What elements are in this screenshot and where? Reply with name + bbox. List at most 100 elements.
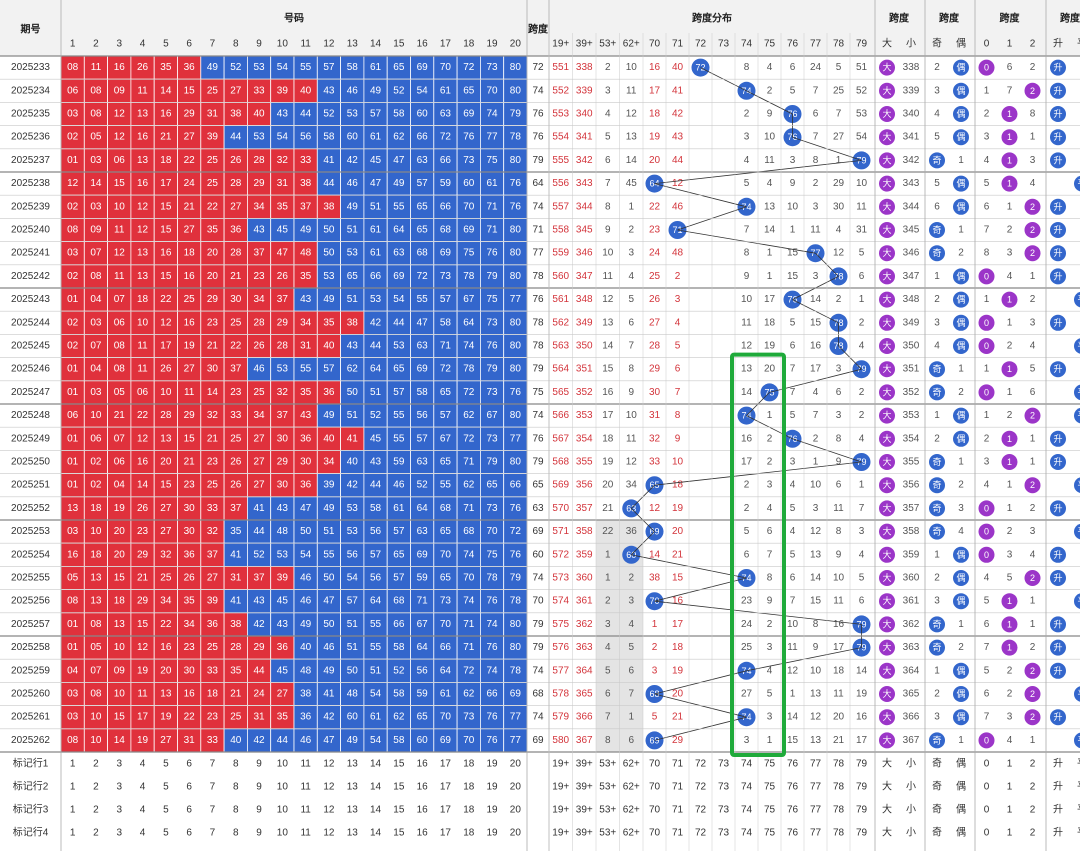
marker-number: 7 <box>210 805 216 816</box>
highlight-cell <box>619 636 643 660</box>
marker-number: 11 <box>300 782 311 793</box>
mod3-column-label: 0 <box>984 39 990 50</box>
number-value: 61 <box>440 689 452 700</box>
miss-value: 25 <box>833 85 845 96</box>
miss-value: 19 <box>764 341 776 352</box>
number-value: 66 <box>417 132 429 143</box>
mod3-ball-value: 1 <box>1007 179 1012 189</box>
big-ball <box>879 82 895 99</box>
miss-value: 6 <box>836 480 842 491</box>
number-value: 46 <box>300 735 312 746</box>
marker-dist: 76 <box>787 805 799 816</box>
miss-value: 4 <box>605 109 611 120</box>
miss-value: 3 <box>859 526 865 537</box>
small-miss: 350 <box>903 341 920 352</box>
miss-value: 19 <box>672 665 684 676</box>
odd-even-miss: 3 <box>934 596 940 607</box>
miss-value: 9 <box>836 457 842 468</box>
miss-value: 2 <box>744 503 750 514</box>
miss-value: 4 <box>628 619 634 630</box>
small-miss: 344 <box>903 201 920 212</box>
miss-value: 16 <box>833 619 845 630</box>
period-cell: 2025254 <box>11 549 50 560</box>
trend-ball <box>1050 639 1066 656</box>
trend-ball <box>1050 152 1066 169</box>
marker-number: 9 <box>256 805 262 816</box>
mod3-ball <box>1024 198 1041 215</box>
number-value: 60 <box>417 735 429 746</box>
marker-mod3: 1 <box>1007 805 1013 816</box>
mod3-miss: 1 <box>1030 735 1036 746</box>
miss-value: 18 <box>602 433 614 444</box>
miss-value: 9 <box>675 433 681 444</box>
marker-mod3: 0 <box>984 782 990 793</box>
small-miss: 339 <box>903 85 920 96</box>
number-value: 55 <box>393 201 405 212</box>
miss-value: 11 <box>833 596 844 607</box>
number-value: 50 <box>347 665 359 676</box>
number-value: 68 <box>393 596 405 607</box>
number-value: 01 <box>67 364 79 375</box>
mod3-ball-value: 2 <box>1030 225 1035 235</box>
number-value: 68 <box>463 526 475 537</box>
count-39: 365 <box>576 689 593 700</box>
mod3-miss: 1 <box>1007 201 1013 212</box>
number-value: 55 <box>370 642 382 653</box>
count-39: 351 <box>576 364 593 375</box>
number-value: 45 <box>370 155 382 166</box>
number-value: 61 <box>486 178 498 189</box>
number-value: 53 <box>277 364 289 375</box>
count-39: 347 <box>576 271 593 282</box>
number-value: 30 <box>207 364 219 375</box>
number-value: 29 <box>277 457 289 468</box>
number-value: 29 <box>137 596 149 607</box>
odd-even-ball <box>929 245 945 262</box>
number-value: 76 <box>510 178 522 189</box>
miss-value: 5 <box>790 317 796 328</box>
highlight-cell <box>619 682 643 706</box>
number-value: 49 <box>347 201 359 212</box>
marker-number: 13 <box>347 759 359 770</box>
number-value: 49 <box>300 225 312 236</box>
miss-value: 6 <box>790 62 796 73</box>
miss-value: 29 <box>672 735 684 746</box>
mod3-ball-value: 0 <box>984 503 989 513</box>
number-value: 16 <box>160 109 172 120</box>
number-value: 16 <box>137 457 149 468</box>
number-value: 48 <box>300 665 312 676</box>
number-value: 47 <box>417 317 429 328</box>
odd-even-value: 偶 <box>956 688 965 699</box>
mod3-miss: 8 <box>1030 109 1036 120</box>
marker-number: 12 <box>323 828 335 839</box>
miss-value: 52 <box>856 85 868 96</box>
miss-value: 7 <box>605 178 611 189</box>
period-cell: 2025250 <box>11 457 50 468</box>
mod3-miss: 1 <box>1007 480 1013 491</box>
miss-value: 5 <box>859 248 865 259</box>
number-value: 75 <box>486 155 498 166</box>
number-value: 62 <box>393 712 405 723</box>
odd-even-ball <box>953 314 969 331</box>
period-cell: 2025256 <box>11 596 50 607</box>
odd-even-ball <box>953 59 969 76</box>
miss-value: 3 <box>813 201 819 212</box>
number-value: 49 <box>323 665 335 676</box>
number-value: 11 <box>114 271 125 282</box>
miss-value: 10 <box>833 573 845 584</box>
number-value: 74 <box>463 341 475 352</box>
trend-ball <box>1050 245 1066 262</box>
odd-even-ball <box>929 454 945 470</box>
miss-value: 20 <box>764 364 776 375</box>
number-value: 08 <box>90 689 102 700</box>
trend-ball <box>1050 616 1066 633</box>
miss-value: 18 <box>649 109 661 120</box>
number-value: 47 <box>393 155 405 166</box>
number-value: 71 <box>463 457 475 468</box>
number-value: 43 <box>277 109 289 120</box>
miss-value: 15 <box>672 573 684 584</box>
number-value: 19 <box>114 503 126 514</box>
miss-value: 10 <box>672 457 684 468</box>
miss-value: 19 <box>649 132 661 143</box>
number-value: 56 <box>417 410 429 421</box>
miss-value: 11 <box>810 225 821 236</box>
